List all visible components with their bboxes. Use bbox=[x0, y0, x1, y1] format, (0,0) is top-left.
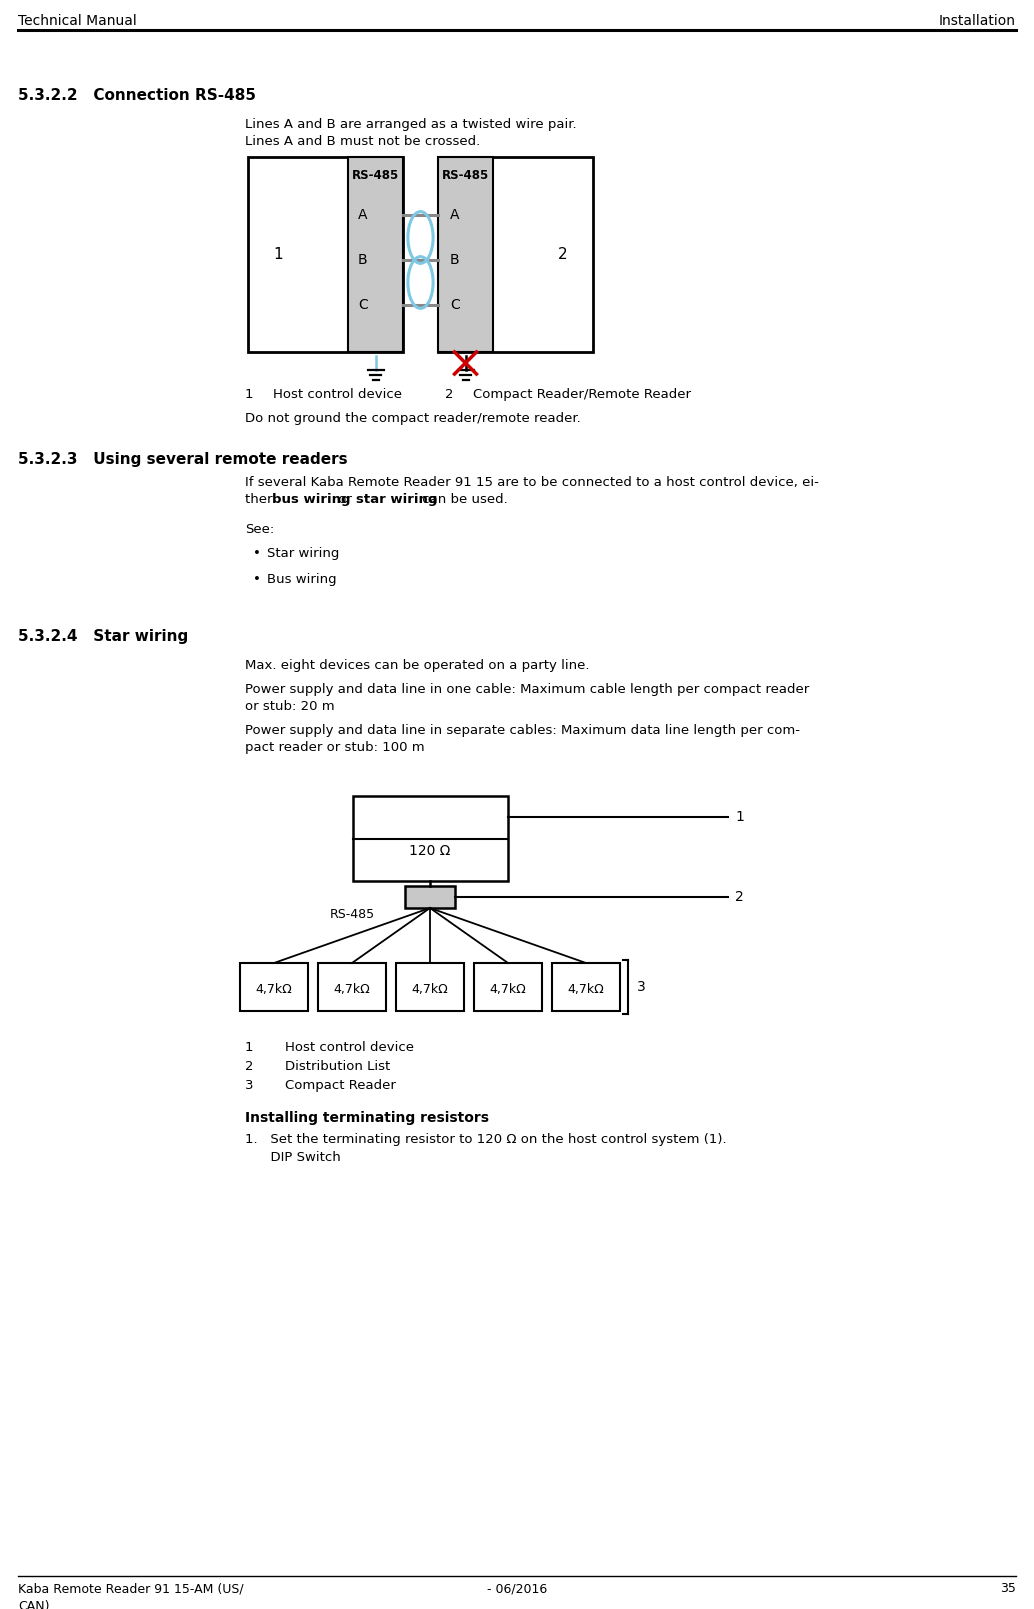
Text: 2: 2 bbox=[558, 248, 568, 262]
Bar bbox=[248, 158, 403, 352]
Bar bbox=[240, 964, 308, 1010]
Text: If several Kaba Remote Reader 91 15 are to be connected to a host control device: If several Kaba Remote Reader 91 15 are … bbox=[245, 476, 819, 489]
Text: 4,7kΩ: 4,7kΩ bbox=[334, 983, 370, 996]
Text: 4,7kΩ: 4,7kΩ bbox=[412, 983, 449, 996]
Text: can be used.: can be used. bbox=[418, 492, 508, 505]
Text: RS-485: RS-485 bbox=[442, 169, 489, 182]
Bar bbox=[353, 796, 508, 882]
Text: B: B bbox=[358, 253, 368, 267]
Bar bbox=[438, 158, 493, 352]
Text: 5.3.2.4   Star wiring: 5.3.2.4 Star wiring bbox=[18, 629, 188, 644]
Text: or stub: 20 m: or stub: 20 m bbox=[245, 700, 335, 713]
Bar bbox=[438, 158, 594, 352]
Bar bbox=[405, 887, 455, 907]
Text: ther: ther bbox=[245, 492, 277, 505]
Text: •: • bbox=[253, 573, 261, 586]
Text: DIP Switch: DIP Switch bbox=[245, 1150, 341, 1163]
Text: RS-485: RS-485 bbox=[352, 169, 399, 182]
Bar bbox=[318, 964, 386, 1010]
Text: 35: 35 bbox=[1000, 1582, 1016, 1595]
Bar bbox=[552, 964, 620, 1010]
Text: 1.   Set the terminating resistor to 120 Ω on the host control system (1).: 1. Set the terminating resistor to 120 Ω… bbox=[245, 1133, 727, 1146]
Text: A: A bbox=[450, 208, 459, 222]
Text: pact reader or stub: 100 m: pact reader or stub: 100 m bbox=[245, 742, 425, 755]
Text: 3: 3 bbox=[245, 1080, 253, 1093]
Text: Distribution List: Distribution List bbox=[285, 1060, 390, 1073]
Text: 3: 3 bbox=[637, 980, 646, 994]
Text: RS-485: RS-485 bbox=[330, 907, 375, 920]
Bar bbox=[474, 964, 542, 1010]
Text: Host control device: Host control device bbox=[273, 388, 402, 401]
Text: 1: 1 bbox=[245, 388, 253, 401]
Bar bbox=[396, 964, 464, 1010]
Text: bus wiring: bus wiring bbox=[272, 492, 351, 505]
Text: - 06/2016: - 06/2016 bbox=[487, 1582, 547, 1595]
Text: Power supply and data line in one cable: Maximum cable length per compact reader: Power supply and data line in one cable:… bbox=[245, 682, 810, 697]
Text: C: C bbox=[450, 298, 460, 312]
Text: 1: 1 bbox=[245, 1041, 253, 1054]
Text: 1: 1 bbox=[735, 811, 744, 824]
Text: 5.3.2.3   Using several remote readers: 5.3.2.3 Using several remote readers bbox=[18, 452, 347, 467]
Text: Do not ground the compact reader/remote reader.: Do not ground the compact reader/remote … bbox=[245, 412, 581, 425]
Text: Star wiring: Star wiring bbox=[267, 547, 339, 560]
Text: 1: 1 bbox=[273, 248, 283, 262]
Text: Kaba Remote Reader 91 15-AM (US/
CAN): Kaba Remote Reader 91 15-AM (US/ CAN) bbox=[18, 1582, 244, 1609]
Text: C: C bbox=[358, 298, 368, 312]
Text: 2: 2 bbox=[445, 388, 454, 401]
Text: Compact Reader: Compact Reader bbox=[285, 1080, 396, 1093]
Text: 4,7kΩ: 4,7kΩ bbox=[490, 983, 526, 996]
Text: Power supply and data line in separate cables: Maximum data line length per com-: Power supply and data line in separate c… bbox=[245, 724, 800, 737]
Text: A: A bbox=[358, 208, 367, 222]
Text: Lines A and B must not be crossed.: Lines A and B must not be crossed. bbox=[245, 135, 480, 148]
Text: Bus wiring: Bus wiring bbox=[267, 573, 337, 586]
Text: Installation: Installation bbox=[939, 14, 1016, 27]
Text: •: • bbox=[253, 547, 261, 560]
Text: 120 Ω: 120 Ω bbox=[409, 843, 451, 858]
Text: 4,7kΩ: 4,7kΩ bbox=[255, 983, 293, 996]
Text: B: B bbox=[450, 253, 460, 267]
Text: 2: 2 bbox=[245, 1060, 253, 1073]
Text: Installing terminating resistors: Installing terminating resistors bbox=[245, 1110, 489, 1125]
Text: Host control device: Host control device bbox=[285, 1041, 414, 1054]
Text: Max. eight devices can be operated on a party line.: Max. eight devices can be operated on a … bbox=[245, 660, 589, 673]
Bar bbox=[348, 158, 403, 352]
Text: or: or bbox=[334, 492, 356, 505]
Text: 2: 2 bbox=[735, 890, 744, 904]
Text: 4,7kΩ: 4,7kΩ bbox=[568, 983, 605, 996]
Text: See:: See: bbox=[245, 523, 274, 536]
Text: Lines A and B are arranged as a twisted wire pair.: Lines A and B are arranged as a twisted … bbox=[245, 117, 577, 130]
Text: Compact Reader/Remote Reader: Compact Reader/Remote Reader bbox=[473, 388, 691, 401]
Text: star wiring: star wiring bbox=[356, 492, 437, 505]
Text: Technical Manual: Technical Manual bbox=[18, 14, 136, 27]
Text: 5.3.2.2   Connection RS-485: 5.3.2.2 Connection RS-485 bbox=[18, 88, 256, 103]
